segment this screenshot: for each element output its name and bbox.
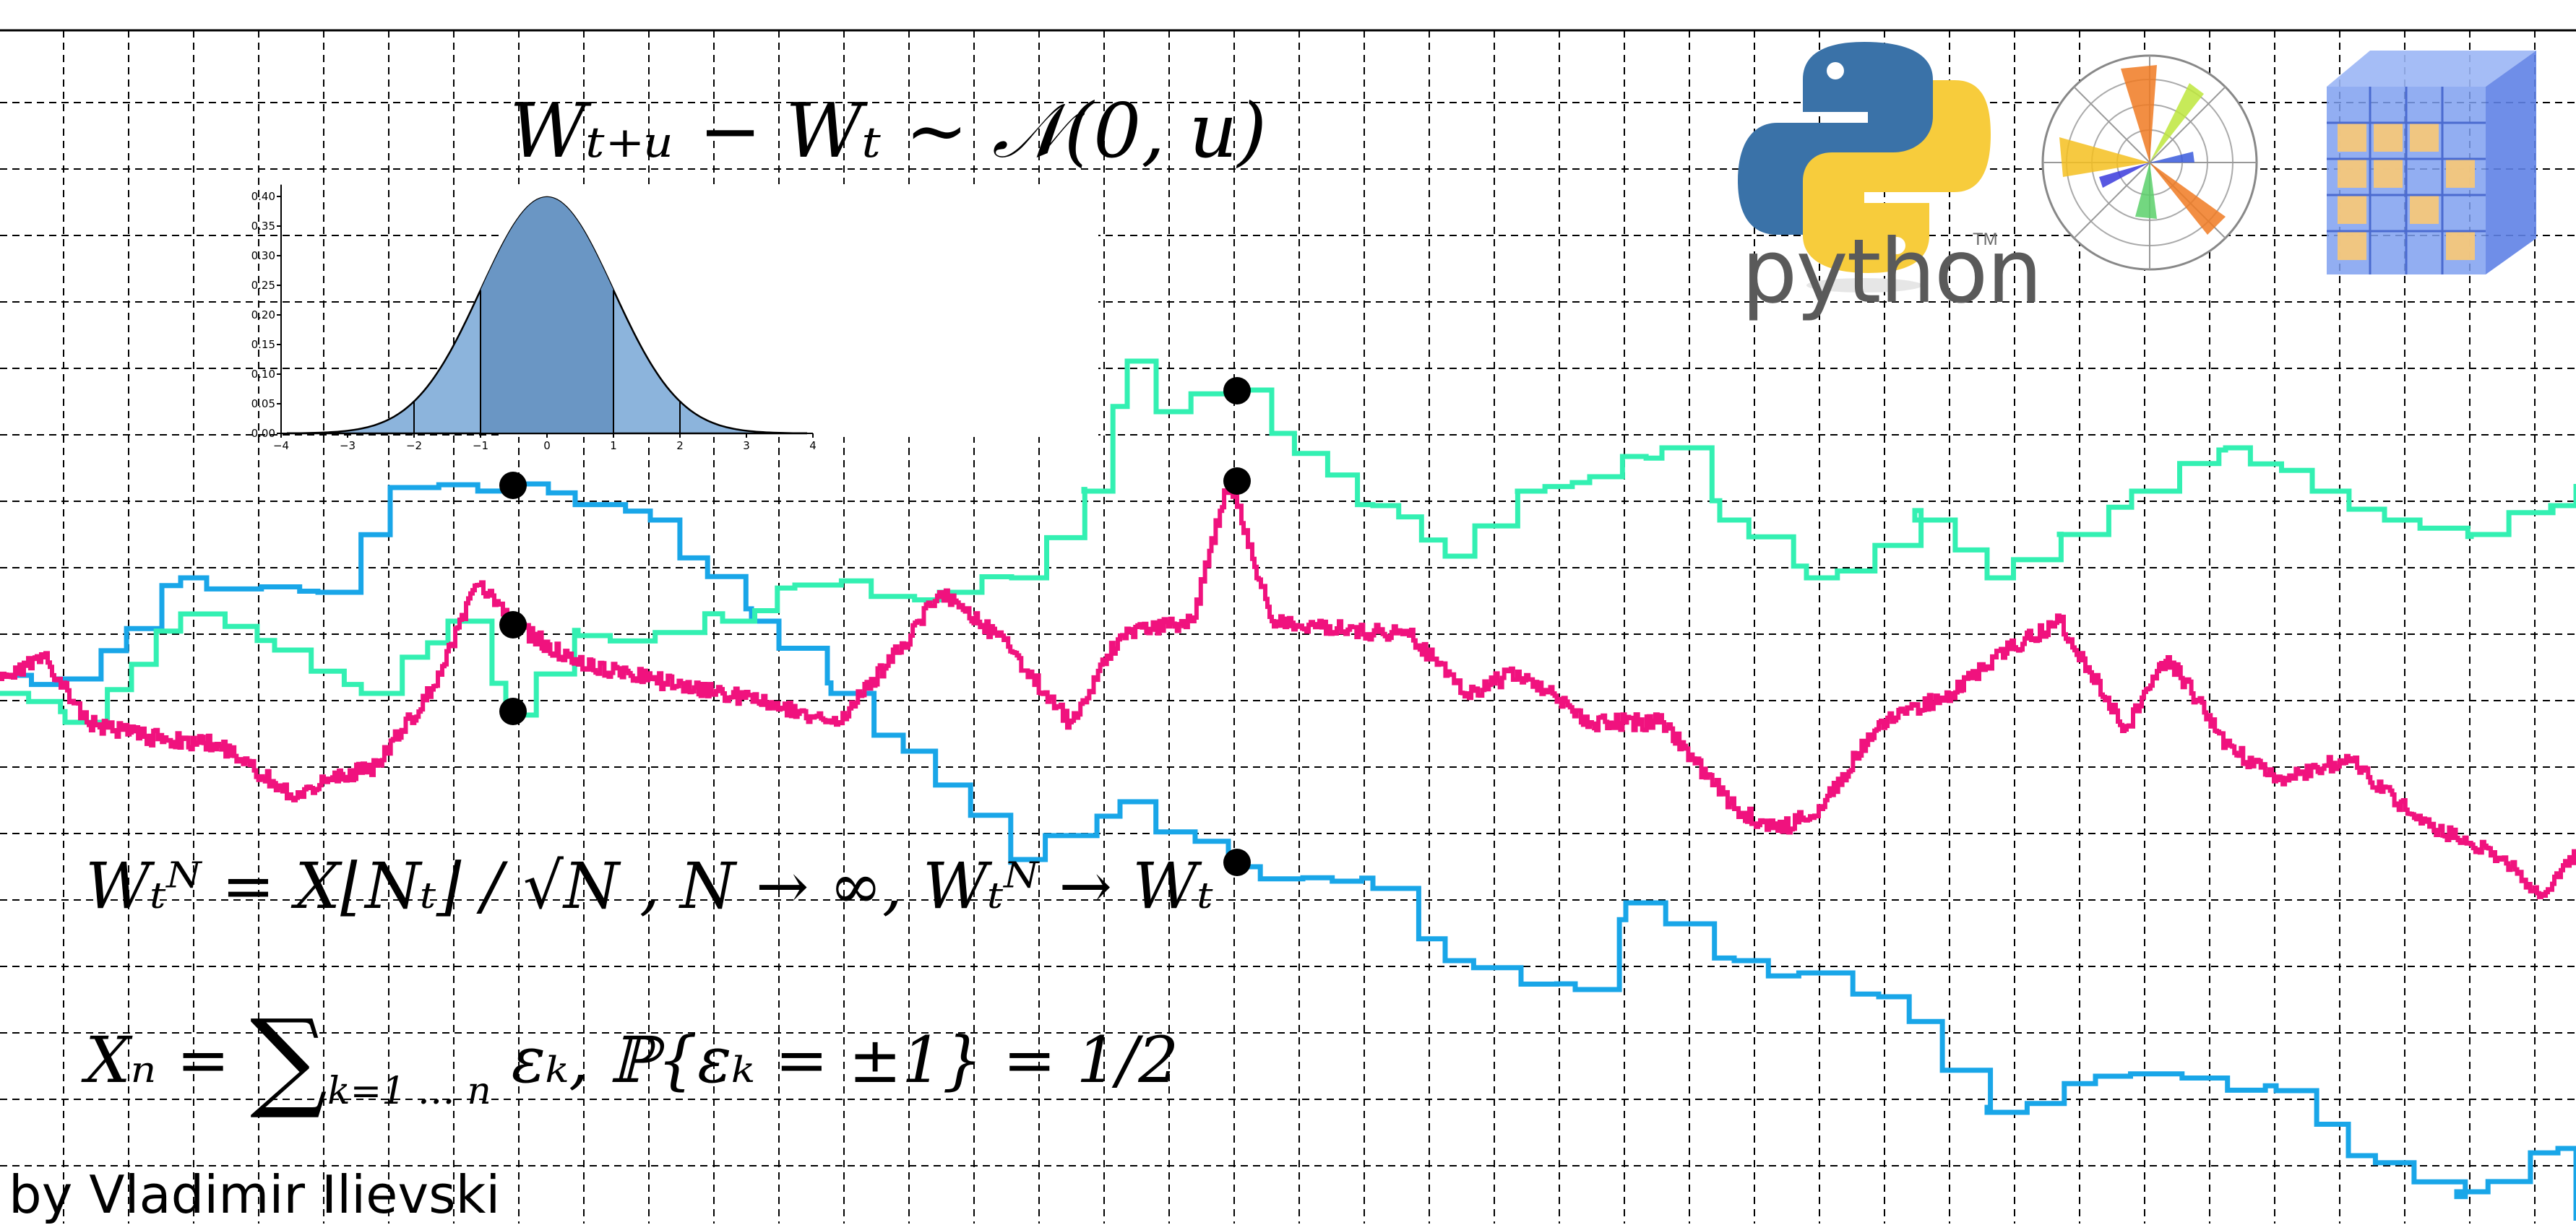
walk-magenta — [0, 475, 2576, 899]
walk-marker — [499, 611, 527, 639]
python-wordmark: python — [1741, 220, 2043, 323]
inset-x-tick-label: 0 — [543, 439, 551, 452]
inset-x-tick-label: 4 — [809, 439, 817, 452]
inset-y-tick-label: 0.05 — [251, 397, 275, 410]
scaling-formula: Wₜᴺ = X⌊Nₜ⌋ / √N , N → ∞, Wₜᴺ → Wₜ — [85, 849, 1214, 923]
walk-marker — [1223, 849, 1251, 876]
sum-bounds: k=1 … n — [327, 1070, 491, 1113]
inset-x-tick-label: 3 — [743, 439, 750, 452]
inset-y-tick-label: 0.40 — [251, 190, 275, 203]
inset-x-tick-label: −2 — [406, 439, 422, 452]
increment-formula: Wₜ₊ᵤ − Wₜ ~ 𝒩(0, u) — [509, 87, 1267, 175]
walk-marker — [499, 472, 527, 499]
random-walks — [0, 358, 2576, 1221]
inset-y-tick-label: 0.10 — [251, 368, 275, 381]
inset-x-tick-label: 1 — [610, 439, 617, 452]
walk-marker — [1223, 467, 1251, 495]
polar-chart-icon — [2041, 54, 2258, 271]
inset-y-tick-label: 0.35 — [251, 220, 275, 233]
inset-y-tick-label: 0.00 — [251, 427, 275, 440]
inset-x-tick-label: −3 — [340, 439, 356, 452]
inset-x-tick-label: −1 — [473, 439, 488, 452]
inset-x-tick-label: 2 — [676, 439, 684, 452]
inset-x-tick-label: −4 — [273, 439, 289, 452]
walk-teal — [0, 358, 2576, 725]
python-icon — [1738, 42, 1991, 293]
normal-distribution-inset: −4 −3 −2 −1 0 1 2 3 4 0.00 0.05 0.10 0.15 0.20 0.25 0.3… — [251, 184, 1098, 452]
sum-symbol: ∑ — [250, 997, 328, 1122]
walk-blue — [0, 481, 2576, 1221]
walk-marker — [499, 698, 527, 725]
inset-y-tick-label: 0.30 — [251, 249, 275, 262]
walk-markers — [499, 377, 1251, 876]
python-trademark: TM — [1973, 230, 1998, 249]
walk-marker — [1223, 377, 1251, 404]
random-walk-rhs: εₖ, ℙ{εₖ = ±1} = 1/2 — [511, 1023, 1179, 1097]
author-credit: by Vladimir Ilievski — [9, 1164, 501, 1225]
inset-y-tick-label: 0.15 — [251, 338, 275, 351]
inset-y-tick-label: 0.25 — [251, 279, 275, 292]
random-walk-formula: Xₙ = ∑k=1 … n εₖ, ℙ{εₖ = ±1} = 1/2 — [85, 997, 1179, 1122]
inset-y-tick-label: 0.20 — [251, 308, 275, 321]
voxel-cube-icon — [2327, 51, 2536, 274]
bell-curve-center-band — [481, 196, 613, 433]
random-walk-lhs: Xₙ = — [85, 1023, 250, 1097]
